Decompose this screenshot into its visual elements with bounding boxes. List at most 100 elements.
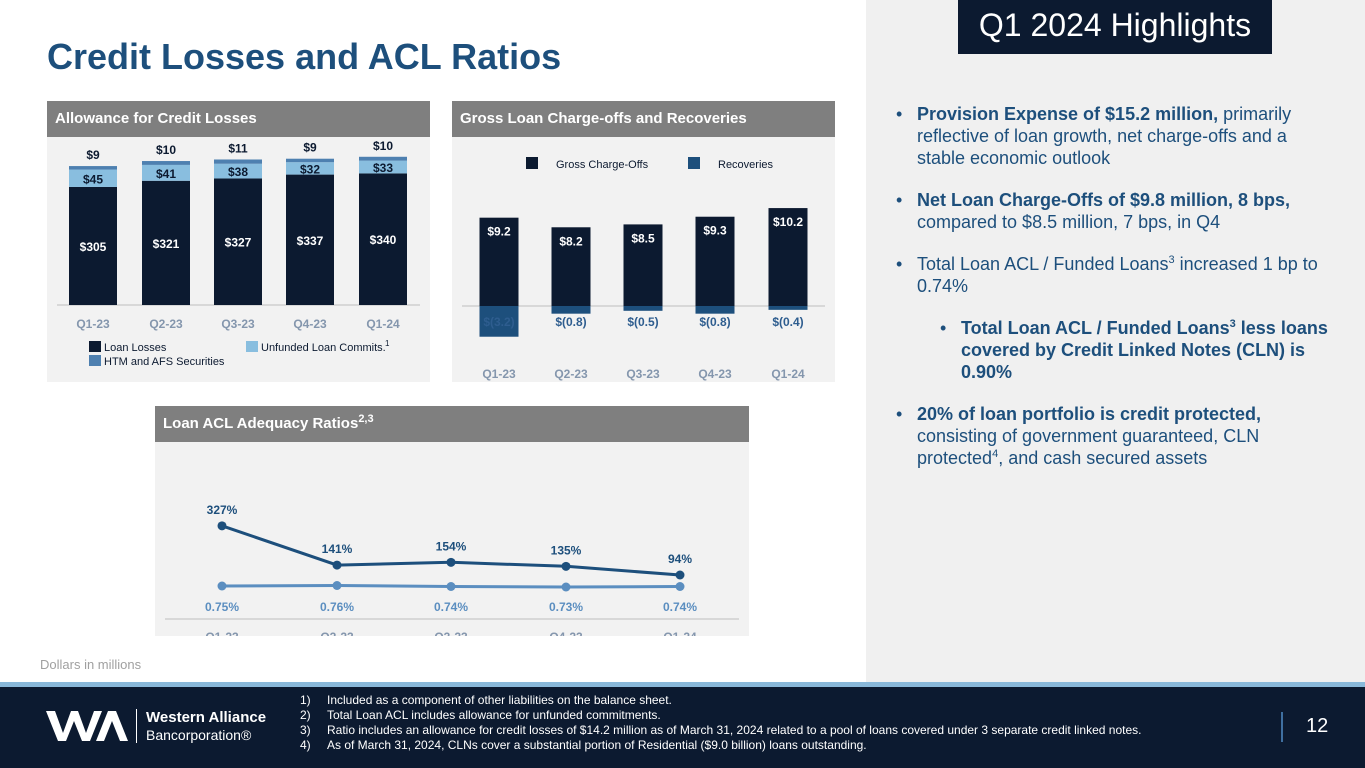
bullet-acl-funded-sup: 3 (1168, 254, 1175, 266)
acl-label-securities: $10 (373, 139, 393, 153)
co-x-tick: Q1-24 (771, 367, 805, 381)
ratio-label-npl: 141% (322, 542, 353, 556)
co-bar-gross-chargeoffs (768, 208, 808, 306)
footnote-text: Ratio includes an allowance for credit l… (327, 723, 1142, 737)
co-label-gross: $8.5 (631, 231, 655, 245)
co-bar-recoveries (768, 306, 808, 310)
co-label-recovery: $(3.2) (483, 315, 514, 329)
ratios-panel-title: Loan ACL Adequacy Ratios (163, 415, 359, 432)
bullet-dot: • (896, 190, 903, 210)
acl-x-tick: Q3-23 (221, 317, 255, 331)
ratio-point-funded (446, 582, 456, 591)
ratio-x-tick: Q2-23 (320, 630, 354, 636)
acl-label-securities: $11 (228, 141, 248, 155)
ratio-label-npl: 94% (668, 552, 692, 566)
ratio-point-funded (217, 581, 227, 591)
ratio-point-npl (332, 560, 342, 570)
footnote-number: 1) (300, 693, 311, 707)
bullet-dot: • (896, 404, 903, 424)
co-label-recovery: $(0.4) (772, 315, 803, 329)
co-label-recovery: $(0.8) (555, 315, 586, 329)
ratio-point-funded (332, 581, 342, 590)
acl-legend-swatch (89, 355, 101, 366)
acl-panel-header: Allowance for Credit Losses (47, 101, 430, 137)
ratio-point-funded (675, 582, 685, 591)
acl-label-unfunded: $32 (300, 162, 320, 176)
co-x-tick: Q3-23 (626, 367, 660, 381)
acl-bar-loan-losses (142, 180, 190, 305)
ratio-point-npl (675, 570, 685, 580)
bullet-credit-protected-bold: 20% of loan portfolio is credit protecte… (917, 404, 1262, 424)
page-number: 12 (1306, 715, 1329, 737)
ratio-point-npl (217, 521, 227, 531)
highlights-panel (866, 0, 1365, 682)
acl-bar-unfunded-loan-commits- (142, 164, 190, 181)
co-x-tick: Q1-23 (482, 367, 516, 381)
acl-label-unfunded: $33 (373, 161, 393, 175)
acl-label-unfunded: $45 (83, 172, 103, 186)
acl-x-tick: Q4-23 (293, 317, 327, 331)
ratio-x-tick: Q4-23 (549, 630, 583, 636)
footnote-text: Total Loan ACL includes allowance for un… (327, 708, 661, 722)
bullet-provision: • Provision Expense of $15.2 million, pr… (896, 103, 1336, 169)
dollars-note: Dollars in millions (40, 657, 142, 672)
acl-bar-htm-and-afs-securities (142, 161, 190, 165)
bullet-dot: • (896, 104, 903, 124)
ratio-x-tick: Q1-23 (205, 630, 239, 636)
co-legend-swatch (688, 157, 700, 169)
footnote-text: Included as a component of other liabili… (327, 693, 672, 707)
acl-bar-htm-and-afs-securities (286, 158, 334, 163)
acl-bar-unfunded-loan-commits- (359, 160, 407, 174)
ratio-label-npl: 154% (436, 539, 467, 553)
chargeoffs-panel: Gross Loan Charge-offs and Recoveries Gr… (452, 101, 835, 382)
acl-x-tick: Q1-24 (366, 317, 400, 331)
ratio-point-npl (446, 557, 456, 567)
co-x-tick: Q4-23 (698, 367, 732, 381)
logo-divider (136, 709, 137, 743)
ratio-label-funded: 0.74% (663, 600, 697, 614)
co-bar-recoveries (551, 306, 591, 314)
acl-bar-htm-and-afs-securities (359, 156, 407, 161)
co-label-recovery: $(0.5) (627, 315, 658, 329)
page-number-divider (1281, 712, 1283, 742)
acl-chart: $305$45$9Q1-23$321$41$10Q2-23$327$38$11Q… (57, 139, 420, 368)
co-bar-gross-chargeoffs (479, 217, 519, 306)
logo-text-line2: Bancorporation® (146, 727, 252, 743)
bullet-dot: • (940, 318, 947, 338)
co-bar-recoveries (695, 306, 735, 314)
ratio-point-funded (561, 582, 571, 592)
ratios-chart: 327% 0.75% Q1-23 141% 0.76% Q2-23 154% 0.74% Q3-… (165, 503, 739, 636)
co-bar-recoveries (623, 306, 663, 311)
acl-label-unfunded: $38 (228, 165, 248, 179)
footnote-3: 3) Ratio includes an allowance for credit… (300, 723, 1141, 738)
bullet-chargeoffs-text: compared to $8.5 million, 7 bps, in Q4 (917, 212, 1221, 232)
bullet-credit-protected: • 20% of loan portfolio is credit protec… (896, 403, 1336, 469)
co-label-gross: $8.2 (559, 234, 583, 248)
co-bar-gross-chargeoffs (551, 227, 591, 306)
bullet-acl-cln: • Total Loan ACL / Funded Loans3 less lo… (940, 317, 1336, 383)
acl-label-loan-losses: $327 (225, 236, 252, 250)
acl-x-tick: Q2-23 (149, 317, 183, 331)
bullet-acl-funded-text-a: Total Loan ACL / Funded Loans (917, 254, 1169, 274)
ratio-label-funded: 0.75% (205, 600, 239, 614)
acl-label-loan-losses: $337 (297, 234, 324, 248)
acl-label-loan-losses: $305 (80, 240, 107, 254)
co-legend-swatch (526, 157, 538, 169)
bullet-chargeoffs-bold: Net Loan Charge-Offs of $9.8 million, 8 … (917, 190, 1291, 210)
ratio-label-npl: 135% (551, 543, 582, 557)
acl-legend-label: HTM and AFS Securities (104, 356, 225, 368)
footnote-number: 2) (300, 708, 311, 722)
acl-panel: Allowance for Credit Losses $305 $45 $9 Q1-… (47, 101, 430, 382)
acl-bar-unfunded-loan-commits- (69, 169, 117, 187)
ratio-label-funded: 0.73% (549, 600, 583, 614)
co-label-gross: $10.2 (773, 215, 803, 229)
bullet-credit-protected-text-b: , and cash secured assets (998, 448, 1208, 468)
acl-label-loan-losses: $321 (153, 237, 180, 251)
bullet-acl-cln-bold-b: less loans covered by Credit Linked Note… (961, 318, 1328, 382)
ratio-label-funded: 0.74% (434, 600, 468, 614)
footnote-number: 3) (300, 723, 311, 737)
acl-bar-loan-losses (359, 173, 407, 305)
bullet-provision-bold: Provision Expense of $15.2 million, (917, 104, 1219, 124)
ratio-x-tick: Q1-24 (663, 630, 697, 636)
co-bar-recoveries (479, 306, 519, 337)
